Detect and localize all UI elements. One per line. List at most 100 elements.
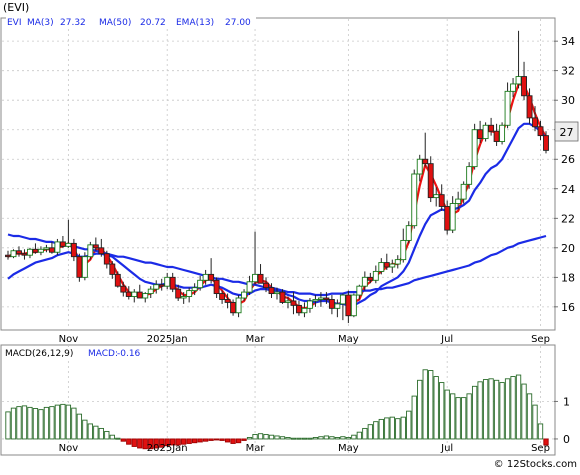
macd-bar-positive (411, 395, 417, 440)
price-y-tick-label: 34 (561, 35, 575, 48)
macd-x-tick-label: Sep (531, 443, 550, 454)
price-y-tick-label: 32 (561, 65, 575, 78)
candle-up (306, 300, 313, 309)
candle-down (175, 288, 182, 299)
candle-down (296, 304, 302, 314)
candle-up (235, 297, 242, 314)
candle-down (125, 291, 132, 297)
candle-down (230, 301, 237, 314)
legend-ma-long-label: MA(50) (99, 18, 131, 28)
macd-bar-negative (543, 438, 549, 446)
macd-bar-positive (274, 435, 280, 440)
price-x-tick-label: Sep (531, 334, 550, 345)
candle-up (274, 291, 280, 295)
legend-ma-short-label: MA(3) (27, 18, 54, 28)
macd-bar-negative (241, 438, 247, 441)
macd-bar-positive (263, 433, 269, 440)
macd-bar-positive (10, 407, 17, 440)
macd-bar-positive (356, 431, 362, 440)
macd-bar-positive (493, 379, 500, 440)
macd-bar-positive (60, 403, 66, 440)
macd-x-axis: Nov 2025Jan Mar May Jul Sep (59, 443, 550, 454)
price-y-tick-label: 24 (561, 183, 575, 196)
chart-title: (EVI) (3, 1, 29, 14)
macd-bar-positive (307, 437, 313, 440)
macd-bar-positive (312, 437, 319, 440)
macd-bar-negative (175, 438, 181, 446)
candle-down (169, 276, 176, 290)
macd-bar-positive (334, 437, 341, 440)
candle-up (241, 291, 248, 299)
candle-up (65, 242, 72, 247)
candle-down (48, 247, 55, 253)
candle-down (521, 76, 527, 97)
macd-bar-positive (477, 381, 483, 440)
macd-x-tick-label: 2025Jan (147, 443, 188, 454)
macd-bar-positive (532, 404, 538, 440)
macd-bar-positive (301, 437, 308, 440)
price-y-tick-label: 20 (561, 242, 575, 255)
macd-bar-positive (521, 383, 527, 440)
macd-legend-backdrop (3, 347, 153, 359)
macd-bar-negative (131, 438, 137, 447)
price-x-tick-label: Mar (246, 334, 266, 345)
candle-down (438, 194, 445, 207)
candle-up (416, 158, 423, 175)
macd-bar-positive (428, 370, 434, 440)
candle-down (76, 256, 83, 278)
macd-bar-negative (202, 438, 209, 442)
macd-y-tick-label: 0 (563, 433, 570, 446)
macd-bar-positive (257, 433, 264, 440)
price-x-tick-label: 2025Jan (147, 334, 188, 345)
macd-bar-positive (104, 430, 110, 440)
price-y-tick-label: 30 (561, 94, 575, 107)
macd-bar-positive (417, 379, 423, 440)
macd-bar-positive (389, 416, 395, 440)
candle-down (488, 124, 495, 132)
macd-bar-positive (499, 382, 505, 440)
candle-down (427, 163, 434, 199)
candle-up (499, 124, 506, 142)
macd-x-tick-label: Jul (440, 443, 453, 454)
macd-bar-positive (98, 427, 104, 440)
price-grid (2, 19, 554, 329)
macd-bar-positive (471, 385, 478, 440)
candle-up (515, 76, 522, 85)
candle-up (197, 279, 204, 289)
candle-up (312, 299, 319, 302)
macd-bar-positive (252, 433, 258, 440)
macd-bar-positive (384, 417, 390, 440)
macd-bar-negative (230, 438, 236, 444)
macd-bar-positive (345, 437, 352, 440)
macd-bar-positive (115, 437, 121, 440)
macd-bar-negative (235, 438, 242, 444)
macd-bar-positive (504, 378, 511, 440)
macd-bar-negative (153, 438, 159, 449)
macd-bar-positive (43, 406, 50, 440)
candle-down (136, 291, 143, 299)
candle-up (202, 273, 209, 281)
candle-up (389, 263, 396, 268)
candle-up (482, 124, 489, 140)
macd-bar-positive (49, 406, 55, 440)
candle-up (356, 285, 363, 296)
candle-down (103, 253, 110, 265)
macd-bar-negative (148, 438, 154, 450)
legend-ticker: EVI (7, 18, 22, 28)
price-y-tick-label: 22 (561, 212, 575, 225)
candle-down (208, 273, 215, 281)
macd-bar-negative (126, 438, 132, 445)
macd-bar-positive (21, 405, 28, 440)
legend-backdrop (6, 16, 256, 29)
price-y-tick-label: 16 (561, 301, 575, 314)
candle-up (180, 296, 187, 299)
candle-up (147, 288, 154, 295)
macd-bar-positive (285, 437, 291, 440)
candle-up (37, 248, 44, 253)
macd-bar-positive (279, 436, 286, 440)
candle-up (81, 256, 88, 278)
macd-x-tick-label: May (338, 443, 359, 454)
candle-up (449, 203, 456, 231)
candle-down (279, 291, 286, 303)
